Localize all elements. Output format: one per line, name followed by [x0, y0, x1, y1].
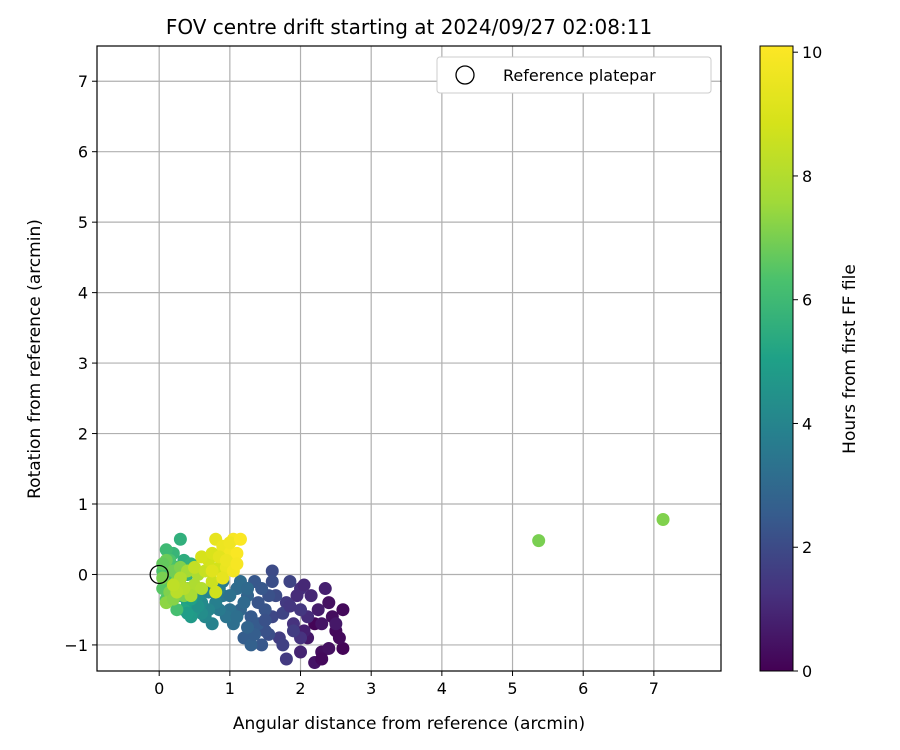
data-point	[258, 603, 272, 617]
data-point	[230, 557, 244, 571]
y-tick-label: 6	[78, 143, 88, 162]
y-tick-label: 5	[78, 213, 88, 232]
x-tick-label: 7	[649, 679, 659, 698]
y-tick-label: 1	[78, 495, 88, 514]
reference-platepar-marker	[149, 564, 169, 585]
data-point	[195, 582, 209, 596]
data-point	[322, 596, 336, 610]
x-axis: 0 1 2 3 4 5 6 7	[154, 671, 659, 698]
colorbar-label: Hours from first FF file	[840, 264, 860, 454]
data-point	[195, 550, 209, 564]
data-point	[258, 613, 272, 627]
x-axis-label: Angular distance from reference (arcmin)	[233, 714, 585, 734]
data-point	[532, 534, 546, 548]
x-tick-label: 1	[225, 679, 235, 698]
colorbar-tick-label: 0	[802, 662, 812, 681]
data-point	[336, 603, 350, 617]
data-point	[216, 571, 230, 585]
x-tick-label: 5	[507, 679, 517, 698]
data-point	[286, 624, 300, 638]
grid	[97, 46, 721, 671]
data-point	[283, 599, 297, 613]
data-point	[294, 645, 308, 659]
data-point	[297, 578, 311, 592]
data-point	[276, 638, 290, 652]
data-point	[241, 620, 255, 634]
y-axis-label: Rotation from reference (arcmin)	[25, 219, 45, 499]
legend-entry: Reference platepar	[503, 66, 656, 85]
x-tick-label: 0	[154, 679, 164, 698]
colorbar: 0 2 4 6 8 10 Hours from first FF file	[759, 43, 860, 681]
y-tick-label: −1	[64, 636, 88, 655]
y-tick-label: 0	[78, 565, 88, 584]
data-point	[237, 596, 251, 610]
data-point	[244, 638, 258, 652]
scatter-points	[149, 513, 670, 670]
y-axis: −1 0 1 2 3 4 5 6 7	[64, 72, 97, 655]
data-point	[656, 513, 670, 527]
data-point	[241, 582, 255, 596]
colorbar-tick-label: 6	[802, 291, 812, 310]
x-tick-label: 4	[437, 679, 447, 698]
data-point	[230, 610, 244, 624]
data-point	[336, 641, 350, 655]
y-tick-label: 2	[78, 425, 88, 444]
data-point	[159, 543, 173, 557]
data-point	[173, 532, 187, 546]
data-point	[180, 606, 194, 620]
plot-frame	[96, 45, 722, 672]
data-point	[205, 564, 219, 578]
data-point	[230, 546, 244, 560]
data-point	[311, 603, 325, 617]
colorbar-tick-label: 4	[802, 414, 812, 433]
data-point	[166, 578, 180, 592]
y-tick-label: 7	[78, 72, 88, 91]
data-point	[156, 557, 170, 571]
colorbar-ticks: 0 2 4 6 8 10	[793, 43, 822, 681]
chart-title: FOV centre drift starting at 2024/09/27 …	[166, 15, 652, 39]
data-point	[170, 603, 184, 617]
legend-box	[436, 56, 712, 94]
x-tick-label: 6	[578, 679, 588, 698]
data-point	[205, 575, 219, 589]
data-point	[318, 582, 332, 596]
data-point	[329, 617, 343, 631]
x-tick-label: 3	[366, 679, 376, 698]
data-point	[332, 631, 346, 645]
data-point	[223, 589, 237, 603]
colorbar-tick-label: 8	[802, 167, 812, 186]
data-point	[304, 589, 318, 603]
y-tick-label: 4	[78, 284, 88, 303]
data-point	[315, 652, 329, 666]
colorbar-tick-label: 2	[802, 538, 812, 557]
colorbar-tick-label: 10	[802, 43, 822, 62]
data-point	[290, 589, 304, 603]
data-point	[255, 582, 269, 596]
data-point	[315, 617, 329, 631]
data-point	[188, 560, 202, 574]
data-point	[322, 641, 336, 655]
x-tick-label: 2	[295, 679, 305, 698]
data-point	[219, 553, 233, 567]
y-tick-label: 3	[78, 354, 88, 373]
data-point	[279, 652, 293, 666]
legend: Reference platepar	[436, 56, 712, 94]
data-point	[265, 575, 279, 589]
data-point	[283, 575, 297, 589]
data-point	[209, 585, 223, 599]
data-point	[223, 536, 237, 550]
data-point	[265, 564, 279, 578]
colorbar-gradient	[759, 45, 794, 672]
data-point	[255, 638, 269, 652]
data-point	[233, 532, 247, 546]
legend-marker-reference-icon	[455, 65, 475, 85]
data-point	[294, 603, 308, 617]
